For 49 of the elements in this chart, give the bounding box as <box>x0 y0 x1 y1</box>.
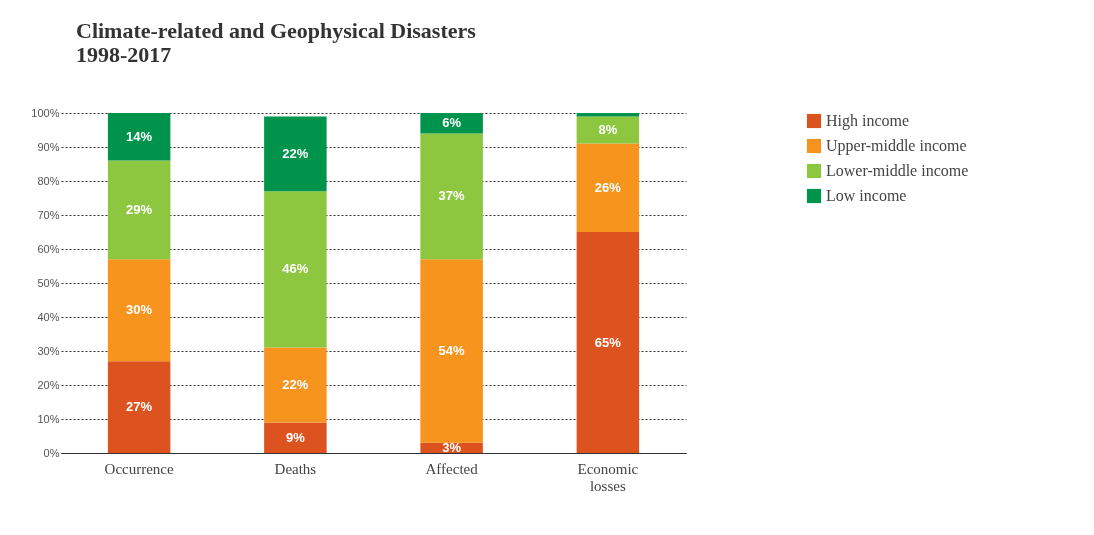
y-tick-label: 70% <box>37 208 60 221</box>
x-tick-label: Deaths <box>274 460 317 477</box>
legend-label: Lower-middle income <box>826 162 969 179</box>
x-tick-label: Occurrence <box>104 460 175 477</box>
y-tick-label: 80% <box>37 174 60 187</box>
bar <box>576 143 640 232</box>
chart-title: Climate-related and Geophysical Disasters <box>76 18 477 43</box>
chart-subtitle: 1998-2017 <box>76 42 172 67</box>
data-label: 9% <box>285 429 306 445</box>
y-tick-label: 20% <box>37 378 60 391</box>
legend-label: Upper-middle income <box>826 137 967 155</box>
data-label: 26% <box>594 179 622 195</box>
bar <box>264 191 327 348</box>
bar <box>107 259 171 362</box>
y-tick-label: 90% <box>37 140 60 153</box>
data-label: 54% <box>438 343 466 358</box>
y-tick-label: 30% <box>37 344 60 357</box>
bar <box>264 422 327 453</box>
data-label: 46% <box>282 261 309 277</box>
y-tick-label: 100% <box>31 106 60 119</box>
bar <box>107 160 171 260</box>
data-label: 22% <box>282 145 309 161</box>
y-tick-label: 60% <box>37 242 60 255</box>
data-label: 65% <box>594 334 622 350</box>
y-tick-label: 10% <box>37 412 60 425</box>
data-label: 8% <box>598 122 618 137</box>
bar <box>107 113 171 161</box>
legend-label: High income <box>826 112 910 130</box>
data-label: 27% <box>126 399 153 415</box>
data-label: 29% <box>126 201 153 217</box>
bar <box>264 347 327 423</box>
bar <box>107 361 171 453</box>
y-tick-label: 50% <box>37 276 60 289</box>
bar <box>576 232 640 453</box>
bar <box>420 133 483 260</box>
data-label: 14% <box>126 128 153 144</box>
x-tick-label: Economic losses <box>577 460 639 494</box>
data-label: 22% <box>282 377 309 392</box>
y-tick-label: 0% <box>43 446 60 459</box>
data-label: 3% <box>442 439 462 455</box>
data-label: 37% <box>438 188 466 204</box>
data-label: 30% <box>126 302 153 318</box>
y-tick-label: 40% <box>37 310 60 323</box>
data-label: 6% <box>442 115 462 131</box>
bar <box>264 116 327 192</box>
bar <box>576 116 640 144</box>
x-tick-label: Affected <box>425 460 479 477</box>
legend-label: Low income <box>826 187 907 204</box>
bar <box>420 259 483 443</box>
